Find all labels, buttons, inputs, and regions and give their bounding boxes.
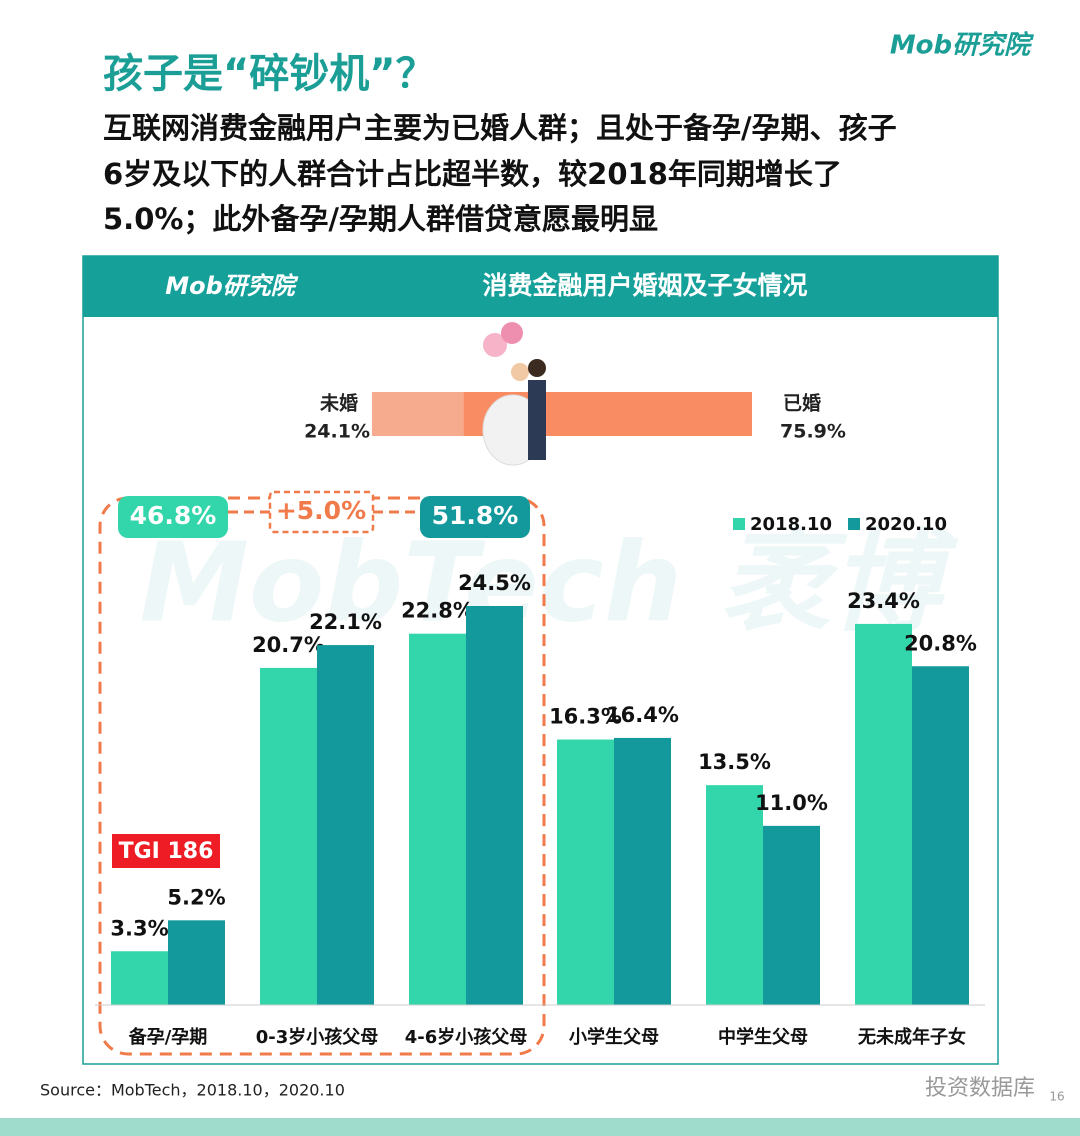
value-label: 5.2% [167,885,225,909]
subtitle: 6岁及以下的人群合计占比超半数，较2018年同期增长了 [103,157,842,191]
value-label: 20.8% [904,631,977,655]
value-label: 16.3% [549,705,622,729]
head [528,359,546,377]
suit [528,380,546,460]
page-number: 16 [1049,1090,1064,1104]
tgi-box [112,834,220,868]
value-label: 13.5% [698,750,771,774]
bar [706,785,763,1005]
pill [268,490,375,534]
pill [118,496,228,538]
marriage-segment [372,392,464,436]
annotation: 51.8% [432,501,519,530]
source: Source：MobTech，2018.10，2020.10 [40,1081,345,1100]
chart-header [83,256,998,317]
x-tick-label: 4-6岁小孩父母 [405,1026,528,1048]
balloon [501,322,523,344]
value-label: 22.8% [401,599,474,623]
value-label: 11.0% [755,791,828,815]
x-tick-label: 中学生父母 [718,1026,808,1048]
value-label: 20.7% [252,633,325,657]
value-label: 24.5% [458,571,531,595]
value-label: 22.1% [309,610,382,634]
chart-title: 消费金融用户婚姻及子女情况 [482,271,807,300]
legend-swatch [733,518,745,530]
bar [111,951,168,1005]
bar [855,623,912,1005]
bar [912,666,969,1005]
logo: Mob研究院 [165,272,299,300]
marriage-label: 已婚 [783,392,821,415]
x-tick-label: 小学生父母 [569,1026,659,1048]
bar [466,606,523,1005]
bar [260,667,317,1005]
pill [420,496,530,538]
annotation: +5.0% [276,496,366,525]
legend-label: 2018.10 [750,514,832,535]
watermark: MobTech 袤博 [139,518,958,646]
x-tick-label: 0-3岁小孩父母 [256,1026,379,1048]
value-label: 3.3% [110,916,168,940]
legend-label: 2020.10 [865,514,947,535]
bar [317,645,374,1005]
subtitle: 互联网消费金融用户主要为已婚人群；且处于备孕/孕期、孩子 [103,111,897,145]
bar [409,633,466,1005]
logo: Mob研究院 [890,31,1034,61]
marriage-label: 未婚 [319,392,358,415]
balloon [483,333,507,357]
annotation: 46.8% [130,501,217,530]
footer-account: 投资数据库 [925,1076,1035,1101]
head [511,363,529,381]
marriage-value: 75.9% [780,421,846,443]
bar [168,920,225,1005]
marriage-value: 24.1% [304,421,370,443]
value-label: 23.4% [847,589,920,613]
annotation: TGI 186 [119,839,214,864]
x-tick-label: 备孕/孕期 [128,1026,208,1048]
legend-swatch [848,518,860,530]
group-outline [98,496,546,1056]
bar [614,737,671,1005]
bar [557,739,614,1005]
value-label: 16.4% [606,703,679,727]
subtitle: 5.0%；此外备孕/孕期人群借贷意愿最明显 [103,202,658,236]
title: 孩子是“碎钞机”？ [103,51,436,97]
bottom-strip [0,1118,1080,1136]
bar [763,825,820,1005]
x-tick-label: 无未成年子女 [858,1026,966,1048]
